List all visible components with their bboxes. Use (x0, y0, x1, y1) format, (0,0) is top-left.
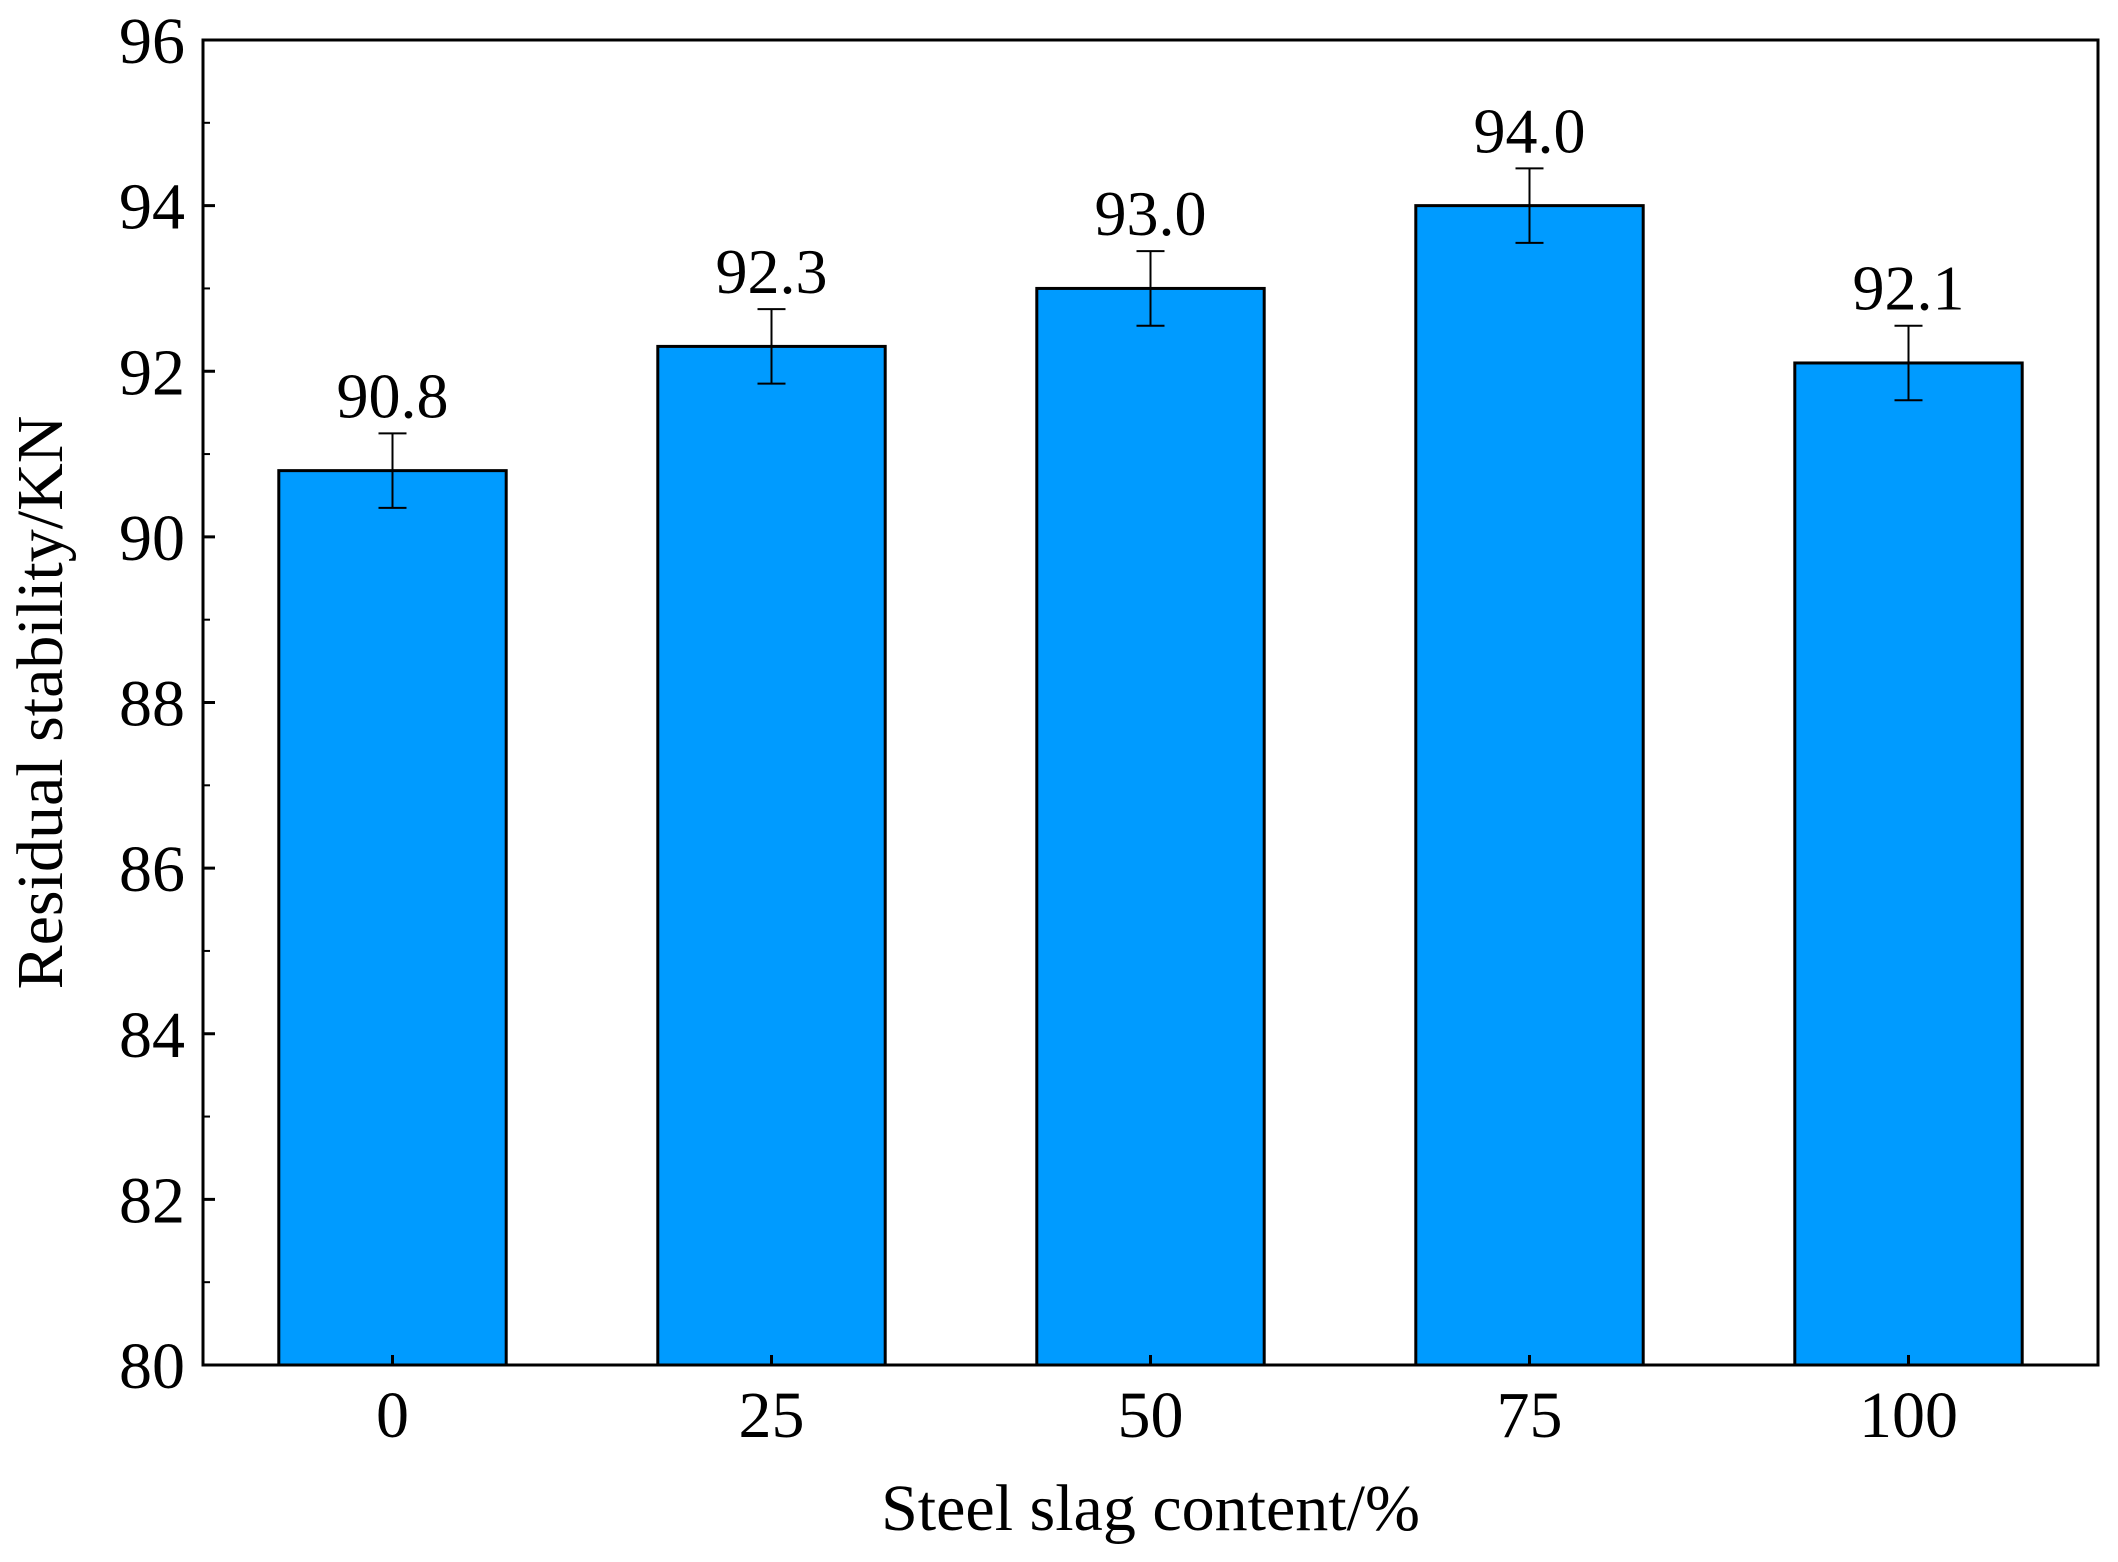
value-label-75: 94.0 (1474, 95, 1586, 166)
value-label-25: 92.3 (716, 236, 828, 307)
y-axis-title: Residual stability/KN (4, 416, 77, 990)
y-tick-label-80: 80 (119, 1330, 185, 1403)
bar-0 (277, 469, 508, 1367)
value-label-0: 90.8 (337, 360, 449, 431)
plot-area-frame (201, 38, 2100, 1367)
x-axis-ticks: 0 25 50 75 100 (376, 1355, 1958, 1452)
bar-25 (656, 344, 887, 1367)
y-tick-label-90: 90 (119, 502, 185, 575)
y-tick-label-96: 96 (119, 5, 185, 78)
x-axis-title: Steel slag content/% (881, 1472, 1420, 1545)
bar-100 (1793, 361, 2024, 1367)
x-tick-label-100: 100 (1859, 1379, 1958, 1452)
x-tick-label-0: 0 (376, 1379, 409, 1452)
y-tick-label-92: 92 (119, 336, 185, 409)
x-tick-label-25: 25 (739, 1379, 805, 1452)
y-tick-label-84: 84 (119, 999, 185, 1072)
value-label-100: 92.1 (1853, 253, 1965, 324)
y-tick-label-82: 82 (119, 1164, 185, 1237)
x-tick-label-75: 75 (1497, 1379, 1563, 1452)
y-tick-label-88: 88 (119, 668, 185, 741)
value-labels-group: 90.8 92.3 93.0 94.0 92.1 (337, 95, 1965, 431)
y-tick-label-94: 94 (119, 171, 185, 244)
x-tick-label-50: 50 (1118, 1379, 1184, 1452)
bar-50 (1035, 286, 1266, 1367)
error-bars-group (378, 167, 1923, 509)
bars-group (277, 204, 2024, 1367)
value-label-50: 93.0 (1095, 178, 1207, 249)
y-tick-label-86: 86 (119, 833, 185, 906)
bar-75 (1414, 204, 1645, 1367)
y-axis-ticks: 80 82 84 86 88 90 92 94 96 (119, 5, 215, 1403)
